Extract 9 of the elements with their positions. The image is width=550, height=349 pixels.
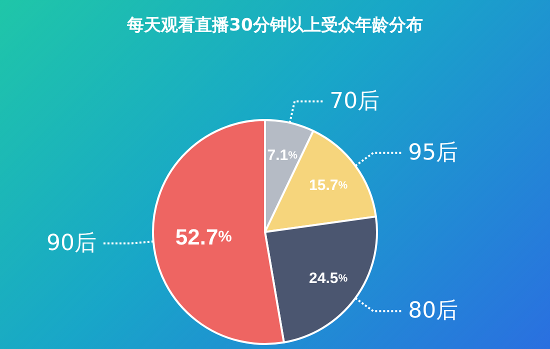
slice-label: 95后 — [408, 140, 458, 166]
data-label: 52.7% — [175, 224, 232, 250]
slice-label: 90后 — [46, 230, 96, 256]
data-label: 24.5% — [309, 270, 348, 287]
data-label: 7.1% — [267, 147, 298, 164]
slice-label: 80后 — [408, 298, 458, 324]
slice-label: 70后 — [330, 88, 380, 114]
chart-title: 每天观看直播30分钟以上受众年龄分布 — [126, 16, 423, 36]
data-label: 15.7% — [309, 177, 348, 194]
